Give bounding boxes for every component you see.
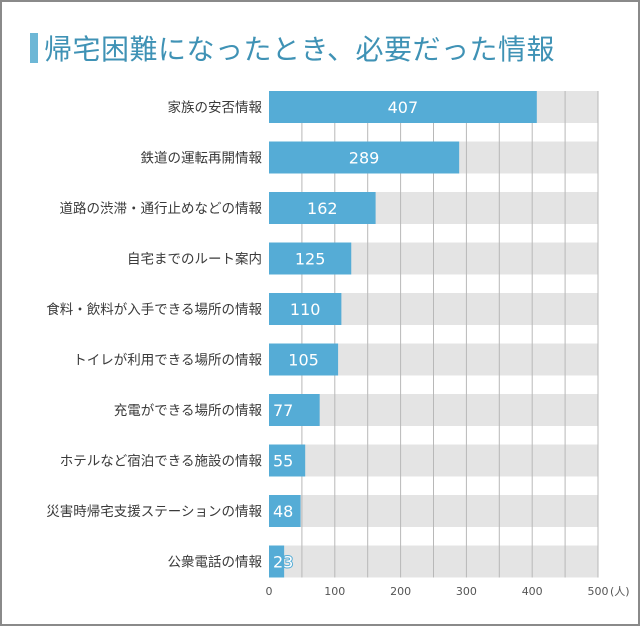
value-label: 407 <box>388 98 419 117</box>
x-tick-label: 100 <box>324 585 345 598</box>
value-label: 289 <box>349 149 380 168</box>
chart-title: 帰宅困難になったとき、必要だった情報 <box>44 33 556 66</box>
category-label: ホテルなど宿泊できる施設の情報 <box>60 453 263 470</box>
category-label: 道路の渋滞・通行止めなどの情報 <box>60 201 263 217</box>
value-label: 105 <box>288 351 319 370</box>
value-label: 125 <box>295 250 326 269</box>
category-label: 災害時帰宅支援ステーションの情報 <box>46 503 262 520</box>
category-label: 食料・飲料が入手できる場所の情報 <box>46 301 262 318</box>
bar <box>269 293 342 325</box>
value-label: 23 <box>273 553 293 572</box>
value-label: 110 <box>290 300 321 319</box>
bar <box>269 545 285 578</box>
x-unit-label: (人) <box>610 585 630 598</box>
x-tick-label: 300 <box>456 585 477 598</box>
x-tick-label: 0 <box>266 585 273 598</box>
bar <box>269 495 301 527</box>
bar <box>269 394 320 426</box>
category-label: 公衆電話の情報 <box>168 554 263 571</box>
value-label: 162 <box>307 199 338 218</box>
category-label: 家族の安否情報 <box>168 99 263 116</box>
x-tick-label: 400 <box>522 585 543 598</box>
bar <box>269 192 376 224</box>
bar <box>269 343 339 376</box>
chart-title-block: 帰宅困難になったとき、必要だった情報 <box>30 28 555 68</box>
category-label: 充電ができる場所の情報 <box>114 403 263 419</box>
value-label: 48 <box>273 502 293 521</box>
bar <box>269 242 352 275</box>
bar <box>269 91 537 123</box>
title-accent-bar <box>30 33 38 63</box>
bar <box>269 141 460 174</box>
category-label: 自宅までのルート案内 <box>127 251 262 268</box>
x-tick-label: 500 <box>588 585 609 598</box>
bar <box>269 444 306 477</box>
category-label: 鉄道の運転再開情報 <box>141 151 263 167</box>
category-label: トイレが利用できる場所の情報 <box>73 353 262 369</box>
x-tick-label: 200 <box>390 585 411 598</box>
value-label: 77 <box>273 401 293 420</box>
value-label: 55 <box>273 452 293 471</box>
